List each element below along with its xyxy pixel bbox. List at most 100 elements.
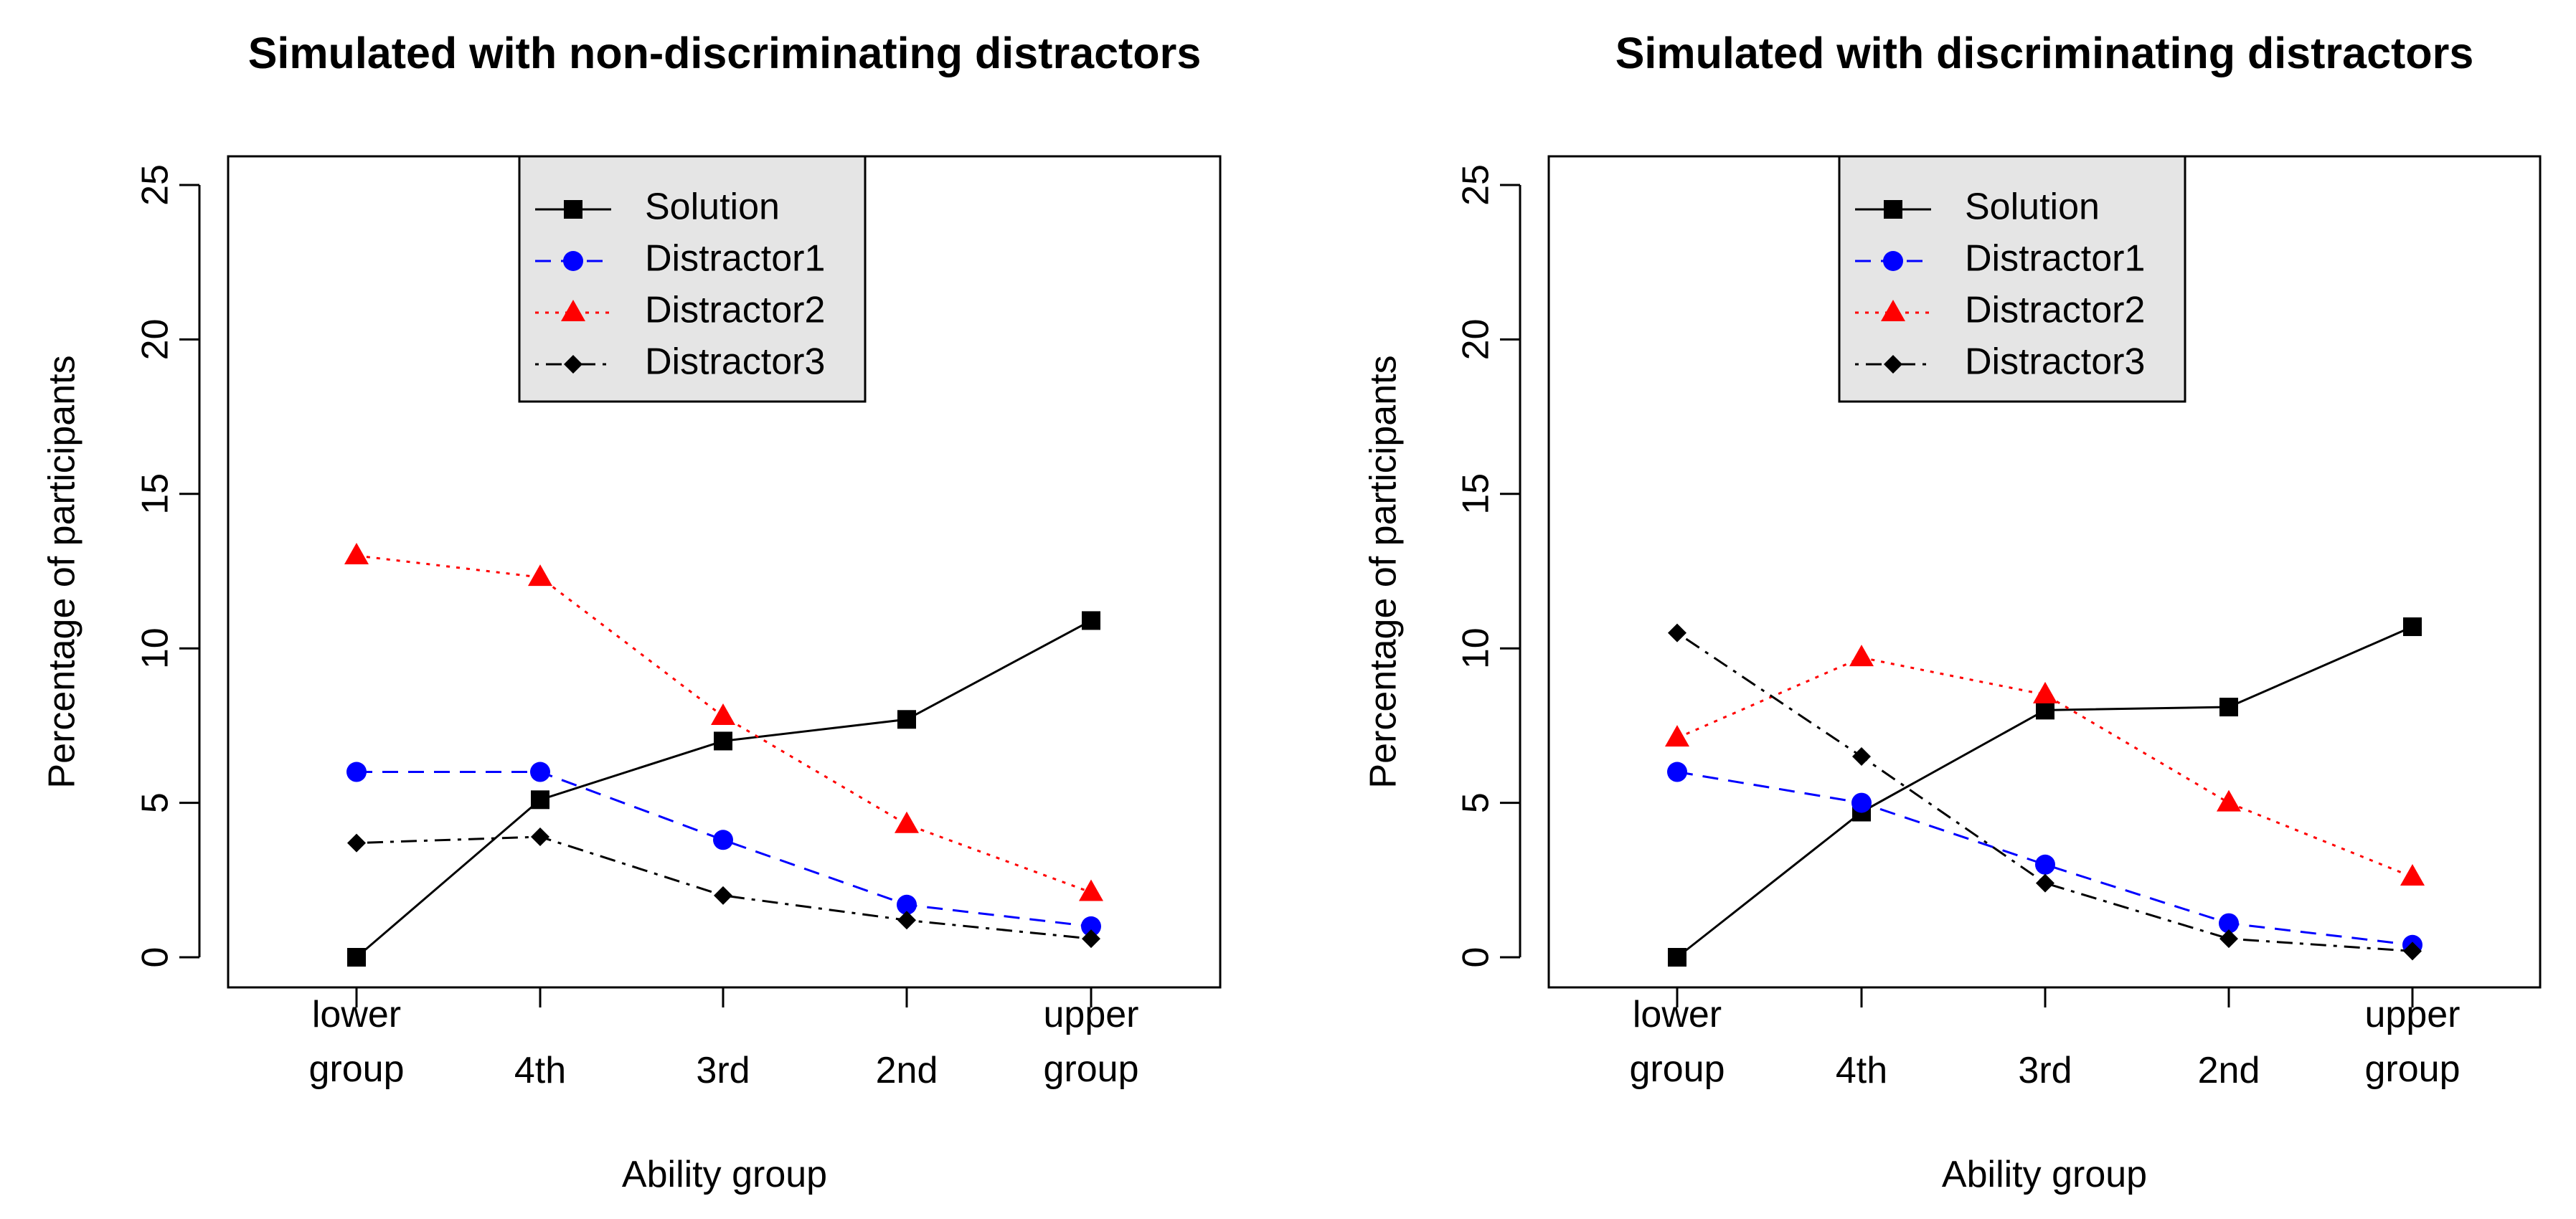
y-tick-label: 0 xyxy=(1456,947,1497,968)
data-point-distractor3 xyxy=(2219,929,2238,949)
data-point-distractor2 xyxy=(1665,725,1689,747)
data-point-distractor3 xyxy=(347,833,366,853)
legend: Solution Distractor1 Distractor2 Distractor… xyxy=(1838,155,2186,403)
series-distractor2 xyxy=(1665,645,2425,886)
data-point-solution xyxy=(531,790,549,810)
data-point-distractor3 xyxy=(1668,623,1686,642)
y-axis-label: Percentage of participants xyxy=(1363,355,1405,788)
data-point-distractor3 xyxy=(1852,746,1871,766)
chart-title: Simulated with non-discriminating distra… xyxy=(248,29,1202,77)
x-tick-label: lower group xyxy=(1630,994,1725,1090)
series-line-distractor3 xyxy=(1676,632,2413,952)
data-point-distractor1 xyxy=(897,894,917,915)
data-point-distractor2 xyxy=(895,811,919,833)
legend-marker-distractor1 xyxy=(1883,251,1903,271)
y-tick-label: 25 xyxy=(1456,164,1497,206)
legend-label-distractor1: Distractor1 xyxy=(1965,238,2145,280)
data-point-solution xyxy=(2403,617,2422,637)
x-tick-label: 4th xyxy=(1836,1050,1887,1091)
data-point-distractor1 xyxy=(2219,913,2239,934)
legend-label-distractor2: Distractor2 xyxy=(1965,290,2145,331)
data-point-distractor2 xyxy=(2033,681,2057,703)
x-axis-label: Ability group xyxy=(622,1154,827,1195)
data-point-distractor3 xyxy=(1082,929,1100,949)
data-point-distractor3 xyxy=(531,827,549,846)
legend-marker-distractor1 xyxy=(563,251,583,271)
legend-label-solution: Solution xyxy=(1965,186,2100,228)
y-tick-label: 10 xyxy=(1456,627,1497,669)
x-axis-label: Ability group xyxy=(1942,1154,2147,1195)
x-axis: lower group 4th 3rd 2nd upper group xyxy=(309,986,1139,1091)
data-point-solution xyxy=(1082,611,1100,630)
data-point-distractor1 xyxy=(1081,916,1101,936)
series-distractor3 xyxy=(1668,623,2422,961)
x-tick-label: 2nd xyxy=(876,1050,938,1091)
legend-label-distractor2: Distractor2 xyxy=(645,290,825,331)
data-point-distractor1 xyxy=(1851,792,1872,813)
chart-title: Simulated with discriminating distractor… xyxy=(1615,29,2474,77)
data-point-distractor3 xyxy=(2403,941,2422,961)
data-point-distractor1 xyxy=(713,830,733,850)
data-point-solution xyxy=(714,731,732,751)
legend-marker-distractor2 xyxy=(561,300,585,321)
chart-panel-1: Simulated with non-discriminating distra… xyxy=(42,29,1222,1195)
data-point-distractor2 xyxy=(2400,863,2425,886)
data-point-distractor1 xyxy=(346,762,367,782)
x-tick-label: upper group xyxy=(2365,994,2461,1090)
data-point-distractor2 xyxy=(1079,879,1103,901)
data-point-distractor2 xyxy=(528,564,552,587)
data-point-distractor2 xyxy=(1849,645,1874,667)
data-point-solution xyxy=(1668,948,1686,967)
legend-marker-distractor3 xyxy=(1884,355,1902,374)
x-tick-label: 3rd xyxy=(696,1050,750,1091)
legend-marker-distractor3 xyxy=(564,355,582,374)
data-point-distractor1 xyxy=(2035,854,2055,875)
x-axis: lower group 4th 3rd 2nd upper group xyxy=(1630,986,2461,1091)
data-point-distractor2 xyxy=(711,703,735,725)
y-tick-label: 10 xyxy=(135,627,176,669)
legend-label-distractor3: Distractor3 xyxy=(1965,341,2145,383)
legend-marker-solution xyxy=(1884,200,1902,219)
legend: Solution Distractor1 Distractor2 Distractor… xyxy=(518,155,867,403)
y-axis: 0 5 10 15 20 25 xyxy=(1456,164,1521,968)
series-line-distractor1 xyxy=(1676,771,2413,947)
data-point-distractor3 xyxy=(897,911,916,930)
legend-marker-distractor2 xyxy=(1881,300,1905,321)
y-tick-label: 20 xyxy=(1456,318,1497,360)
series-distractor1 xyxy=(346,762,1101,936)
x-tick-label: 2nd xyxy=(2198,1050,2260,1091)
x-tick-label: 4th xyxy=(514,1050,566,1091)
series-line-distractor1 xyxy=(357,771,1092,928)
data-point-solution xyxy=(2219,698,2238,717)
y-tick-label: 5 xyxy=(1456,792,1497,813)
series-solution xyxy=(347,611,1100,967)
y-tick-label: 0 xyxy=(135,947,176,968)
series-distractor3 xyxy=(347,827,1100,949)
data-point-solution xyxy=(347,948,366,967)
series-line-solution xyxy=(1676,625,2413,959)
chart-panel-2: Simulated with discriminating distractor… xyxy=(1363,29,2542,1195)
y-axis-label: Percentage of participants xyxy=(42,355,83,788)
x-tick-label: lower group xyxy=(309,994,405,1090)
x-tick-label: upper group xyxy=(1044,994,1139,1090)
y-tick-label: 25 xyxy=(135,164,176,206)
data-point-distractor3 xyxy=(714,886,732,905)
x-tick-label: 3rd xyxy=(2018,1050,2072,1091)
data-point-distractor1 xyxy=(530,762,550,782)
y-tick-label: 15 xyxy=(1456,473,1497,515)
legend-label-distractor1: Distractor1 xyxy=(645,238,825,280)
data-point-distractor3 xyxy=(2036,873,2054,893)
series-distractor2 xyxy=(344,542,1103,901)
y-axis: 0 5 10 15 20 25 xyxy=(135,164,201,968)
data-point-solution xyxy=(2036,701,2054,720)
data-point-distractor2 xyxy=(344,542,369,564)
data-point-distractor2 xyxy=(2217,789,2241,812)
series-line-distractor3 xyxy=(356,835,1092,940)
series-line-solution xyxy=(356,620,1092,959)
series-distractor1 xyxy=(1667,762,2422,955)
data-point-solution xyxy=(897,710,916,729)
legend-label-solution: Solution xyxy=(645,186,780,228)
legend-label-distractor3: Distractor3 xyxy=(645,341,825,383)
series-solution xyxy=(1668,617,2422,967)
